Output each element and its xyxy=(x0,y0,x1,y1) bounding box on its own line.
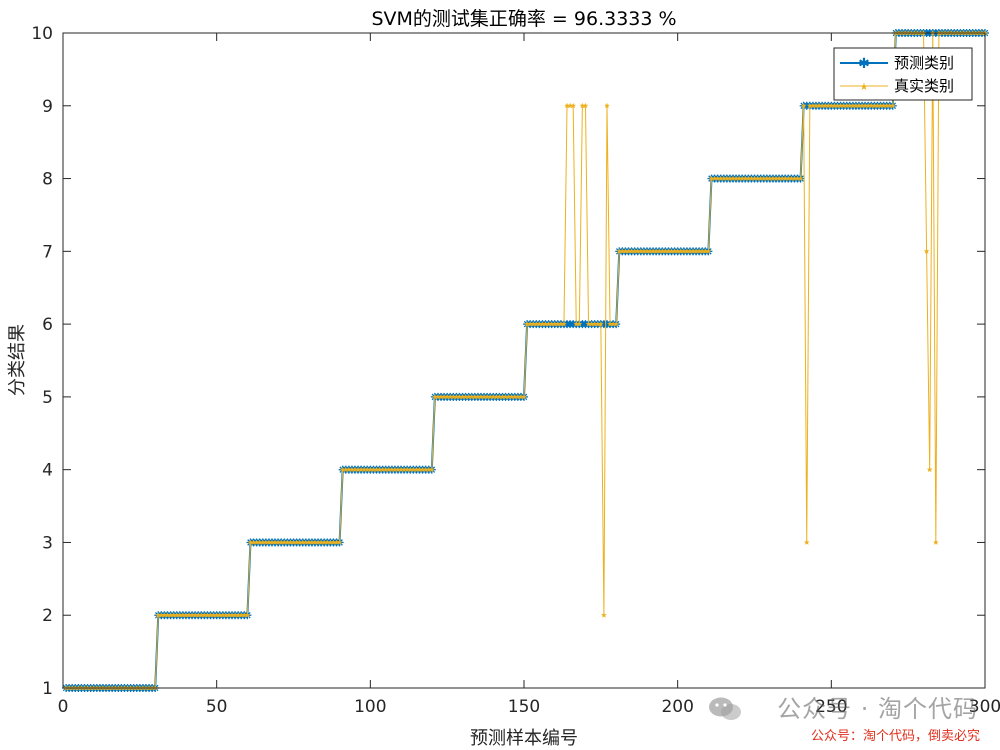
y-tick-label: 8 xyxy=(42,170,53,190)
x-axis-label: 预测样本编号 xyxy=(470,728,578,749)
data-point xyxy=(336,539,343,545)
y-tick-label: 4 xyxy=(42,461,53,481)
legend: ✱ 预测类别 ★ 真实类别 xyxy=(833,47,973,101)
data-point xyxy=(926,466,933,473)
x-tick-label: 300 xyxy=(969,697,1000,717)
wechat-icon xyxy=(709,697,741,720)
x-tick-label: 50 xyxy=(206,697,228,717)
data-point xyxy=(800,102,807,109)
watermark-text: 公众号 · 淘个代码 xyxy=(777,695,978,723)
data-point xyxy=(705,248,712,254)
legend-label-predicted: 预测类别 xyxy=(894,54,954,72)
data-point xyxy=(582,102,589,109)
data-point xyxy=(244,612,251,618)
chart-title: SVM的测试集正确率 = 96.3333 % xyxy=(371,8,676,30)
legend-box xyxy=(833,47,973,101)
data-point xyxy=(597,321,604,327)
legend-marker-actual-icon: ★ xyxy=(860,82,869,93)
y-tick-label: 7 xyxy=(42,242,53,262)
data-point xyxy=(797,175,804,181)
data-point xyxy=(576,321,583,327)
data-point xyxy=(613,321,620,327)
series-layer xyxy=(62,29,989,692)
series-actual xyxy=(63,30,988,691)
data-point xyxy=(521,393,527,400)
watermark-subtext: 公众号：淘个代码，倒卖必究 xyxy=(810,729,980,744)
y-axis-label: 分类结果 xyxy=(7,324,28,396)
legend-label-actual: 真实类别 xyxy=(894,77,954,95)
data-point xyxy=(601,612,607,618)
y-tick-label: 2 xyxy=(42,606,53,626)
x-axis: 0 50 100 150 200 250 300 xyxy=(58,33,1000,717)
x-tick-label: 200 xyxy=(661,697,693,717)
y-axis: 1 2 3 4 5 6 7 8 9 10 xyxy=(31,24,985,699)
data-point xyxy=(889,102,896,109)
data-point xyxy=(923,248,930,254)
x-tick-label: 100 xyxy=(354,697,386,717)
plot-area xyxy=(63,33,985,688)
data-point xyxy=(604,102,610,109)
x-tick-label: 250 xyxy=(815,697,847,717)
y-tick-label: 9 xyxy=(42,97,53,117)
data-point xyxy=(561,321,567,327)
data-point xyxy=(803,539,810,545)
y-tick-label: 1 xyxy=(42,679,53,699)
y-tick-label: 6 xyxy=(42,315,53,335)
x-tick-label: 0 xyxy=(58,697,69,717)
y-tick-label: 3 xyxy=(42,533,53,553)
y-tick-label: 5 xyxy=(42,388,53,408)
legend-marker-predicted-icon: ✱ xyxy=(858,56,870,72)
y-tick-label: 10 xyxy=(31,24,53,44)
data-point xyxy=(932,539,939,545)
data-point xyxy=(428,466,435,473)
data-point xyxy=(570,102,577,109)
x-tick-label: 150 xyxy=(508,697,540,717)
